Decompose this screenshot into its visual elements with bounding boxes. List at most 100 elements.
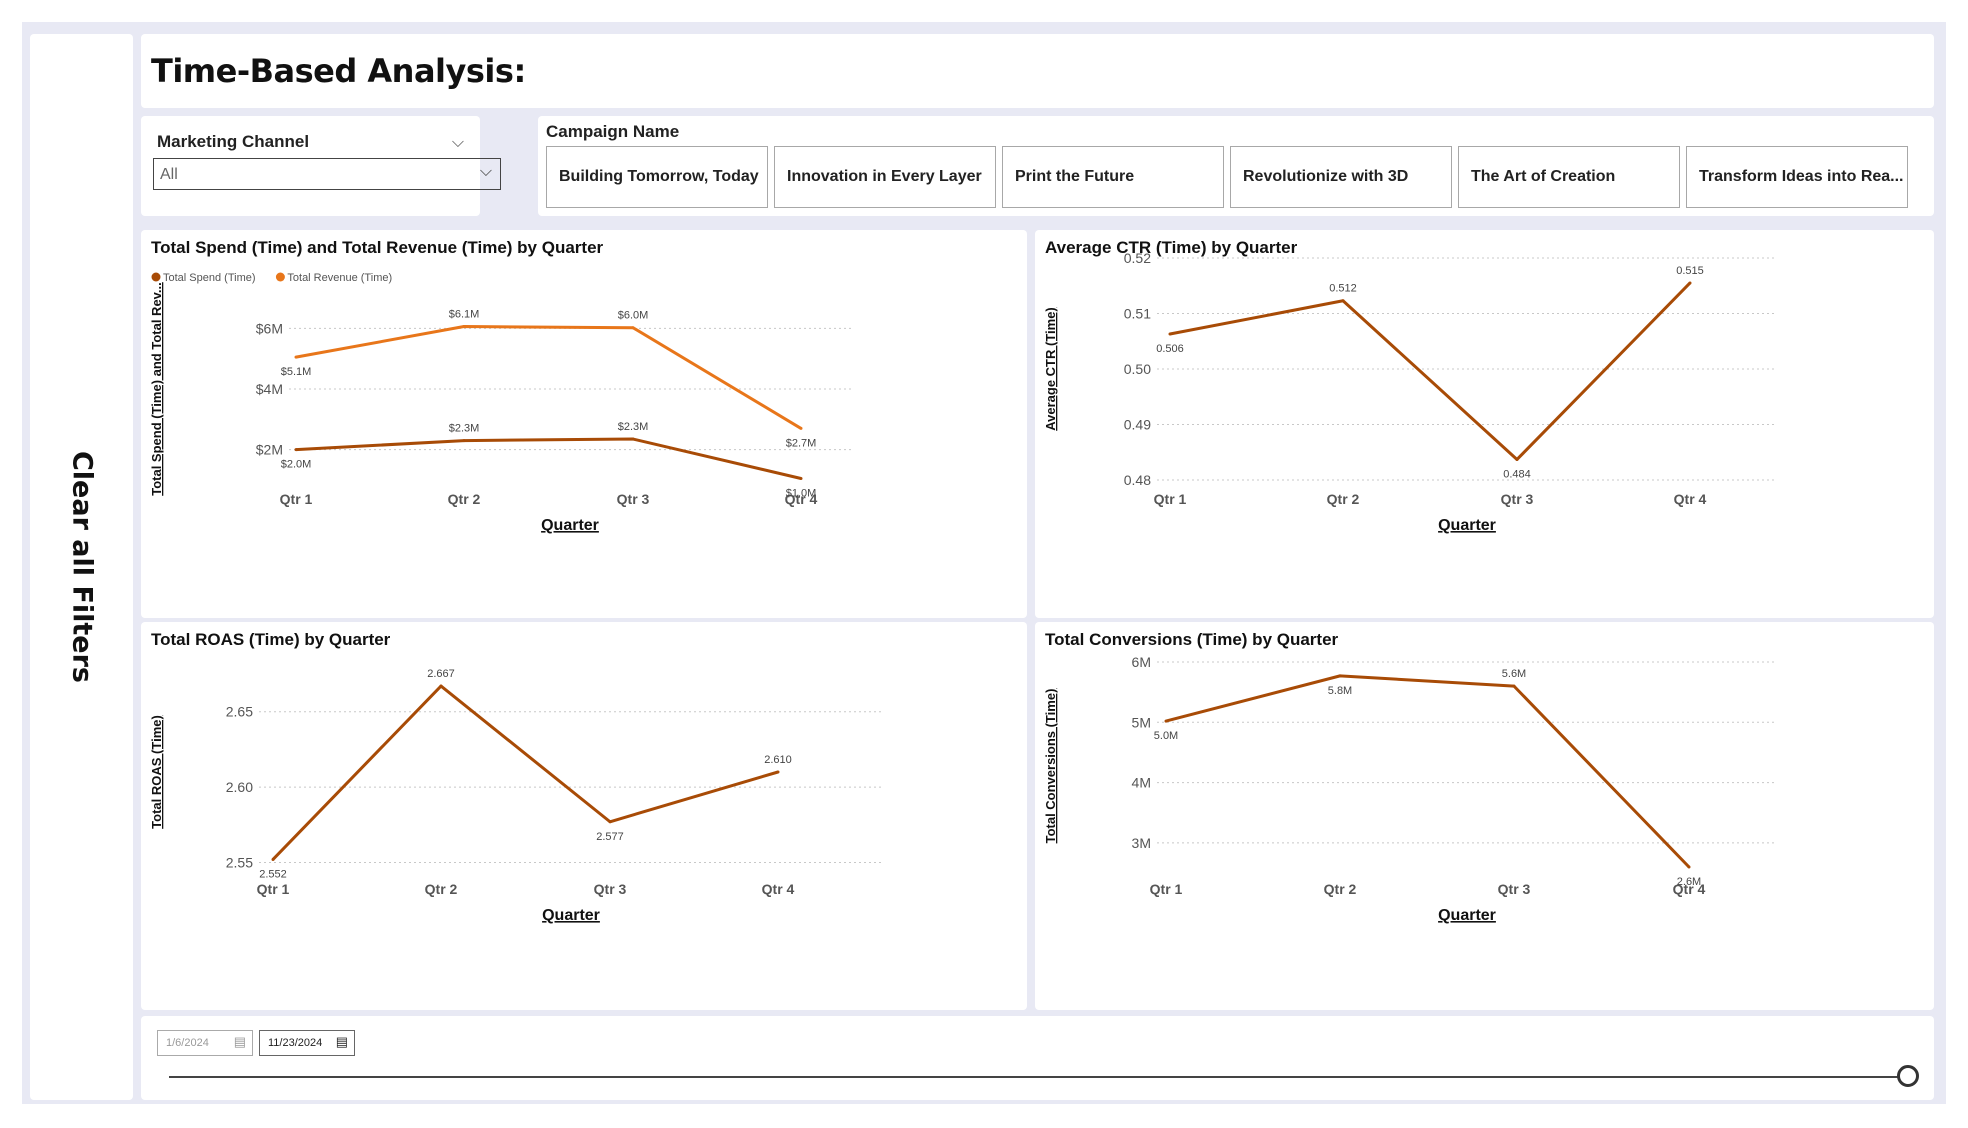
clear-all-filters-label: Clear all Filters (66, 450, 97, 684)
data-point (608, 820, 612, 824)
marketing-channel-label: Marketing Channel (157, 132, 310, 151)
calendar-icon[interactable]: ▤ (233, 1034, 246, 1049)
data-point (271, 857, 275, 861)
end-date-value: 11/23/2024 (268, 1037, 323, 1049)
series-line (271, 684, 779, 861)
x-tick-label: Qtr 1 (280, 491, 313, 507)
start-date-input[interactable]: 1/6/2024 ▤ (157, 1030, 253, 1056)
data-label: 0.484 (1503, 468, 1531, 480)
x-tick-label: Qtr 3 (1498, 881, 1531, 897)
y-tick-label: 4M (1132, 775, 1151, 791)
data-label: 5.8M (1328, 685, 1352, 697)
x-tick-label: Qtr 2 (1324, 881, 1357, 897)
data-label: $6.0M (618, 310, 649, 322)
clear-all-filters-button[interactable]: Clear all Filters (30, 34, 133, 1100)
calendar-icon[interactable]: ▤ (335, 1034, 348, 1049)
data-point (1512, 684, 1516, 688)
title-panel: Time-Based Analysis: (141, 34, 1934, 108)
x-tick-label: Qtr 4 (1674, 491, 1707, 507)
data-point (439, 684, 443, 688)
y-tick-label: 0.50 (1124, 361, 1151, 377)
data-label: $2.3M (449, 423, 480, 435)
end-date-input[interactable]: 11/23/2024 ▤ (259, 1030, 355, 1056)
chart-title: Total ROAS (Time) by Quarter (151, 630, 391, 649)
y-tick-label: 3M (1132, 835, 1151, 851)
y-tick-label: 2.55 (226, 854, 253, 870)
series-line (1165, 674, 1691, 869)
marketing-channel-dropdown[interactable]: All ⌵ (153, 158, 501, 190)
x-axis-title: Quarter (1438, 907, 1496, 924)
data-label: $2.7M (786, 437, 817, 449)
data-point (631, 437, 635, 441)
x-tick-label: Qtr 3 (1501, 491, 1534, 507)
y-axis-title: Total Conversions (Time) (1043, 689, 1058, 844)
chart-title: Total Conversions (Time) by Quarter (1045, 630, 1339, 649)
series-line (295, 325, 802, 430)
data-point (1164, 719, 1168, 723)
y-axis-title: Average CTR (Time) (1043, 307, 1058, 431)
data-point (776, 770, 780, 774)
y-tick-label: 0.51 (1124, 306, 1151, 322)
y-tick-label: 2.60 (226, 779, 253, 795)
series-line (1169, 281, 1692, 461)
campaign-chip[interactable]: Revolutionize with 3D (1230, 146, 1452, 208)
data-point (1688, 281, 1692, 285)
data-label: 2.552 (259, 868, 287, 880)
ctr-chart-svg: Average CTR (Time) by Quarter 0.48 0.49 0.5… (1043, 238, 1777, 534)
data-label: $6.1M (449, 309, 480, 321)
date-slider-handle[interactable] (1897, 1065, 1919, 1087)
y-tick-label: 0.49 (1124, 417, 1151, 433)
data-point (1341, 299, 1345, 303)
roas-chart-svg: Total ROAS (Time) by Quarter 2.55 2.60 2.65… (149, 630, 883, 924)
data-label: $1.0M (786, 487, 817, 499)
data-label: 0.515 (1676, 265, 1704, 277)
legend-marker (151, 272, 161, 282)
legend-item: Total Spend (Time) (163, 272, 256, 284)
x-tick-label: Qtr 1 (1150, 881, 1183, 897)
data-label: 5.0M (1154, 730, 1178, 742)
data-point (462, 325, 466, 329)
data-label: 2.667 (427, 668, 455, 680)
conversions-chart-svg: Total Conversions (Time) by Quarter 3M 4M 5… (1043, 630, 1777, 924)
x-tick-label: Qtr 3 (594, 881, 627, 897)
campaign-chip[interactable]: The Art of Creation (1458, 146, 1680, 208)
campaign-chip[interactable]: Building Tomorrow, Today (546, 146, 768, 208)
chart-title: Average CTR (Time) by Quarter (1045, 238, 1298, 257)
campaign-chips: Building Tomorrow, Today Innovation in E… (546, 146, 1908, 208)
roas-chart: Total ROAS (Time) by Quarter 2.55 2.60 2.65… (141, 622, 1027, 1010)
x-tick-label: Qtr 1 (257, 881, 290, 897)
campaign-chip[interactable]: Innovation in Every Layer (774, 146, 996, 208)
data-point (631, 326, 635, 330)
series-line (295, 437, 802, 480)
campaign-chip[interactable]: Print the Future (1002, 146, 1224, 208)
y-tick-label: 6M (1132, 654, 1151, 670)
data-label: 0.506 (1156, 343, 1184, 355)
campaign-chip[interactable]: Transform Ideas into Rea... (1686, 146, 1908, 208)
marketing-channel-slicer: Marketing Channel ⌵ All ⌵ (141, 116, 501, 216)
page-title: Time-Based Analysis: (151, 52, 526, 90)
campaign-name-label: Campaign Name (546, 122, 680, 141)
x-tick-label: Qtr 4 (762, 881, 795, 897)
marketing-channel-value: All (160, 166, 178, 183)
campaign-name-slicer: Campaign Name Building Tomorrow, Today I… (538, 116, 1934, 216)
start-date-value: 1/6/2024 (166, 1037, 209, 1049)
y-tick-label: 0.48 (1124, 472, 1151, 488)
y-axis-title: Total ROAS (Time) (149, 715, 164, 829)
data-label: $5.1M (281, 366, 312, 378)
y-tick-label: $2M (256, 442, 283, 458)
y-tick-label: $4M (256, 381, 283, 397)
data-label: 5.6M (1502, 668, 1526, 680)
data-point (799, 426, 803, 430)
data-label: $2.3M (618, 421, 649, 433)
data-label: 2.610 (764, 754, 792, 766)
x-tick-label: Qtr 2 (448, 491, 481, 507)
x-axis-title: Quarter (542, 907, 600, 924)
y-tick-label: 5M (1132, 714, 1151, 730)
date-slider-track[interactable] (169, 1076, 1905, 1078)
spend-revenue-chart: Total Spend (Time) and Total Revenue (Ti… (141, 230, 1027, 618)
chevron-down-icon[interactable]: ⌵ (451, 134, 464, 151)
spend-revenue-chart-svg: Total Spend (Time) and Total Revenue (Ti… (149, 238, 851, 534)
data-point (1515, 457, 1519, 461)
data-label: 0.512 (1329, 283, 1357, 295)
date-range-slicer: 1/6/2024 ▤ 11/23/2024 ▤ (141, 1016, 1934, 1100)
